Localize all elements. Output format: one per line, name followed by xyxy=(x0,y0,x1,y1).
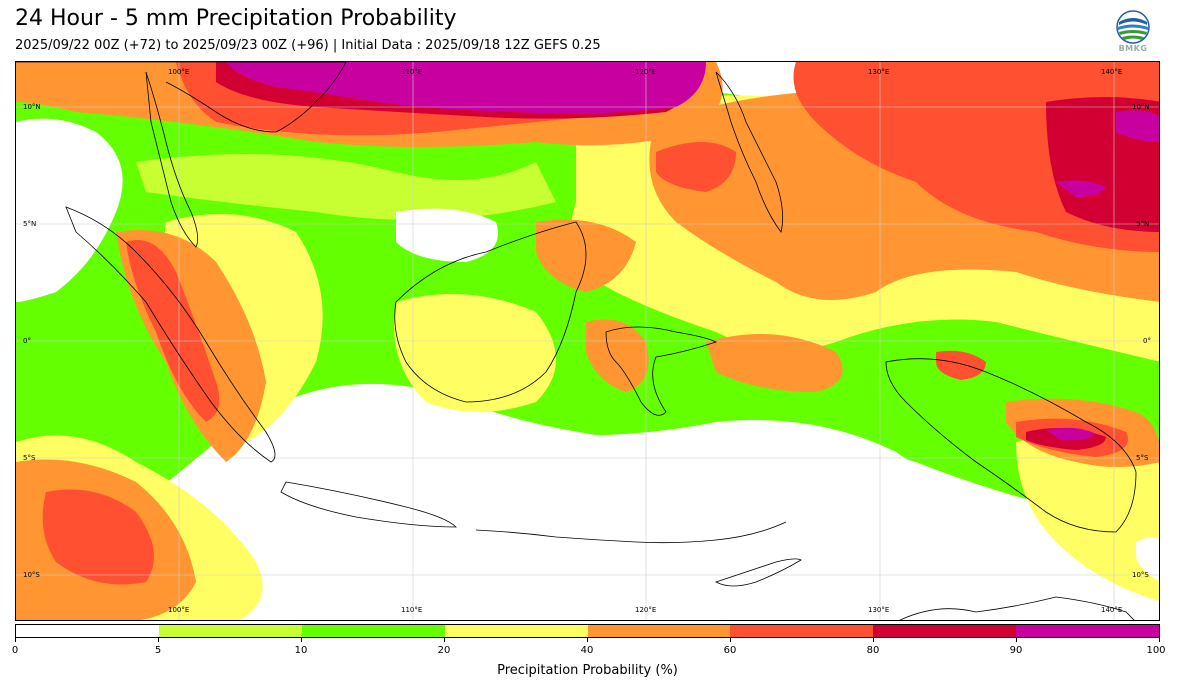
colorbar-label: 100 xyxy=(1146,645,1166,656)
colorbar-label: 40 xyxy=(580,645,594,656)
map-title: 24 Hour - 5 mm Precipitation Probability xyxy=(15,6,457,31)
logo-text: BMKG xyxy=(1118,44,1148,53)
colorbar-tick xyxy=(301,638,302,642)
colorbar-label: 5 xyxy=(154,645,162,656)
coastlines xyxy=(16,62,1137,620)
lat-label-right: 10°S xyxy=(1132,571,1149,579)
bmkg-logo-icon xyxy=(1116,10,1150,44)
lon-label-bottom: 110°E xyxy=(401,606,423,614)
colorbar-tick xyxy=(444,638,445,642)
lon-label-top: 100°E xyxy=(168,68,190,76)
colorbar-tick xyxy=(1016,638,1017,642)
probability-colorbar xyxy=(15,624,1160,638)
lat-label-left: 0° xyxy=(23,337,31,345)
colorbar-segment xyxy=(16,625,159,637)
lat-label-right: 0° xyxy=(1143,337,1151,345)
colorbar-tick xyxy=(158,638,159,642)
lat-label-right: 10°N xyxy=(1132,103,1150,111)
lat-label-left: 5°S xyxy=(23,454,36,462)
lon-label-bottom: 120°E xyxy=(635,606,657,614)
lat-label-right: 5°N xyxy=(1136,220,1150,228)
colorbar-tick xyxy=(1159,638,1160,642)
lat-label-left: 10°S xyxy=(23,571,40,579)
colorbar-label: 80 xyxy=(866,645,880,656)
colorbar-label: 20 xyxy=(437,645,451,656)
colorbar-segment xyxy=(1016,625,1159,637)
precipitation-map[interactable]: 100°E 110°E 120°E 130°E 140°E 100°E 110°… xyxy=(15,61,1160,621)
lon-label-top: 120°E xyxy=(635,68,657,76)
colorbar-label: 10 xyxy=(294,645,308,656)
colorbar-tick xyxy=(730,638,731,642)
colorbar-segment xyxy=(158,625,302,637)
lon-label-top: 110°E xyxy=(401,68,423,76)
colorbar-tick xyxy=(873,638,874,642)
lat-label-right: 5°S xyxy=(1136,454,1149,462)
colorbar-segment xyxy=(730,625,874,637)
colorbar-segment xyxy=(444,625,588,637)
colorbar-label: 90 xyxy=(1009,645,1023,656)
colorbar-label: 60 xyxy=(723,645,737,656)
lon-label-top: 130°E xyxy=(868,68,890,76)
lon-label-bottom: 140°E xyxy=(1101,606,1123,614)
colorbar-segment xyxy=(873,625,1017,637)
probability-field xyxy=(16,62,1159,620)
map-subtitle: 2025/09/22 00Z (+72) to 2025/09/23 00Z (… xyxy=(15,38,601,53)
colorbar-label: 0 xyxy=(11,645,19,656)
colorbar-tick xyxy=(587,638,588,642)
colorbar-segment xyxy=(587,625,731,637)
lon-label-bottom: 100°E xyxy=(168,606,190,614)
lon-label-top: 140°E xyxy=(1101,68,1123,76)
lat-label-left: 5°N xyxy=(23,220,37,228)
lon-label-bottom: 130°E xyxy=(868,606,890,614)
colorbar-segment xyxy=(301,625,445,637)
colorbar-title: Precipitation Probability (%) xyxy=(497,663,678,678)
colorbar-tick xyxy=(15,638,16,642)
lat-label-left: 10°N xyxy=(23,103,41,111)
